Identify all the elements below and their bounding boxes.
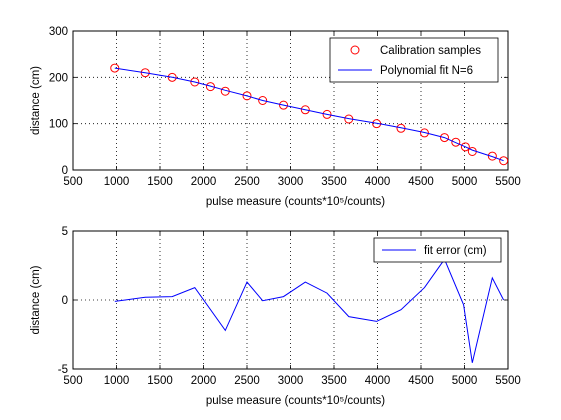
legend-box xyxy=(373,237,502,263)
legend-label: fit error (cm) xyxy=(424,245,487,257)
x-tick-label: 2500 xyxy=(234,375,260,387)
data-point xyxy=(487,151,497,161)
data-point xyxy=(419,128,429,138)
x-axis-label: pulse measure (counts*10⁵/counts) xyxy=(206,196,385,208)
data-point xyxy=(167,72,177,82)
legend-label: Calibration samples xyxy=(380,45,481,57)
data-point xyxy=(242,91,252,101)
y-axis-label: distance (cm) xyxy=(30,66,42,135)
data-point xyxy=(190,77,200,87)
series-line-1 xyxy=(114,258,505,363)
x-tick-label: 5500 xyxy=(495,375,521,387)
data-point xyxy=(110,63,120,73)
y-tick-label: 5 xyxy=(62,226,68,238)
legend-label: Polynomial fit N=6 xyxy=(380,65,473,77)
x-tick-label: 4500 xyxy=(408,375,434,387)
chart-panel-1: 500 1000 1500 2000 2500 3000 3500 4000 4500 5000 5… xyxy=(30,26,521,208)
x-tick-label: 5000 xyxy=(452,375,478,387)
axes-box xyxy=(72,30,509,171)
data-point xyxy=(279,100,289,110)
x-tick-label: 500 xyxy=(63,375,82,387)
x-tick-label: 3500 xyxy=(321,375,347,387)
data-point xyxy=(460,142,470,152)
x-tick-label: 3000 xyxy=(278,176,304,188)
axes-box xyxy=(72,230,509,370)
x-tick-label: 1000 xyxy=(104,375,130,387)
y-tick-label: 100 xyxy=(49,119,68,131)
x-tick-label: 1500 xyxy=(147,176,173,188)
x-tick-label: 5000 xyxy=(452,176,478,188)
x-tick-label: 2500 xyxy=(234,176,260,188)
data-point xyxy=(439,133,449,143)
data-point xyxy=(205,82,215,92)
y-tick-label: 300 xyxy=(49,26,68,38)
series-line-2 xyxy=(114,67,504,162)
y-tick-label: 200 xyxy=(49,72,68,84)
x-tick-label: 1000 xyxy=(104,176,130,188)
legend-marker-swatch xyxy=(350,45,360,55)
data-point xyxy=(258,96,268,105)
chart-panel-2: 500 1000 1500 2000 2500 3000 3500 4000 4500 5000 5… xyxy=(30,226,521,407)
x-tick-label: 500 xyxy=(63,176,82,188)
legend-box xyxy=(329,37,499,83)
x-tick-label: 4000 xyxy=(365,176,391,188)
x-tick-label: 5500 xyxy=(495,176,521,188)
y-tick-label: -5 xyxy=(58,364,68,376)
x-axis-label: pulse measure (counts*10⁵/counts) xyxy=(206,395,385,407)
x-tick-label: 1500 xyxy=(147,375,173,387)
data-point xyxy=(499,156,509,166)
x-tick-label: 2000 xyxy=(191,176,217,188)
y-axis-label: distance (cm) xyxy=(30,265,42,334)
x-tick-label: 4500 xyxy=(408,176,434,188)
data-point xyxy=(300,105,310,115)
data-point xyxy=(451,137,461,147)
x-tick-label: 2000 xyxy=(191,375,217,387)
x-tick-label: 4000 xyxy=(365,375,391,387)
y-tick-label: 0 xyxy=(62,295,68,307)
x-tick-label: 3500 xyxy=(321,176,347,188)
data-point xyxy=(322,109,332,119)
y-tick-label: 0 xyxy=(62,165,68,177)
x-tick-label: 3000 xyxy=(278,375,304,387)
data-point xyxy=(140,68,150,78)
legend: Calibration samples Polynomial fit N=6 xyxy=(329,37,499,83)
legend: fit error (cm) xyxy=(373,237,502,263)
